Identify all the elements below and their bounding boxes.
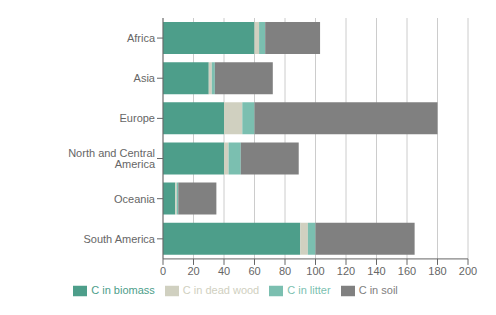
svg-text:North and CentralAmerica: North and CentralAmerica [68, 147, 156, 170]
svg-text:100: 100 [306, 265, 324, 277]
svg-text:Oceania: Oceania [114, 193, 156, 205]
svg-text:20: 20 [187, 265, 199, 277]
svg-text:South America: South America [83, 233, 155, 245]
svg-text:Europe: Europe [120, 112, 155, 124]
html-text:C in biomass: C in biomass [91, 283, 155, 296]
svg-text:200: 200 [459, 265, 477, 277]
svg-text:120: 120 [337, 265, 355, 277]
svg-text:Asia: Asia [134, 72, 156, 84]
svg-text:80: 80 [279, 265, 291, 277]
svg-text:60: 60 [248, 265, 260, 277]
svg-text:0: 0 [160, 265, 166, 277]
svg-text:Africa: Africa [127, 32, 156, 44]
svg-text:160: 160 [398, 265, 416, 277]
svg-text:180: 180 [428, 265, 446, 277]
html-text:C in soil: C in soil [358, 283, 398, 296]
svg-text:140: 140 [367, 265, 385, 277]
html-text:C in dead wood: C in dead wood [182, 283, 260, 296]
svg-text:40: 40 [218, 265, 230, 277]
html-text:C in litter: C in litter [287, 283, 331, 296]
